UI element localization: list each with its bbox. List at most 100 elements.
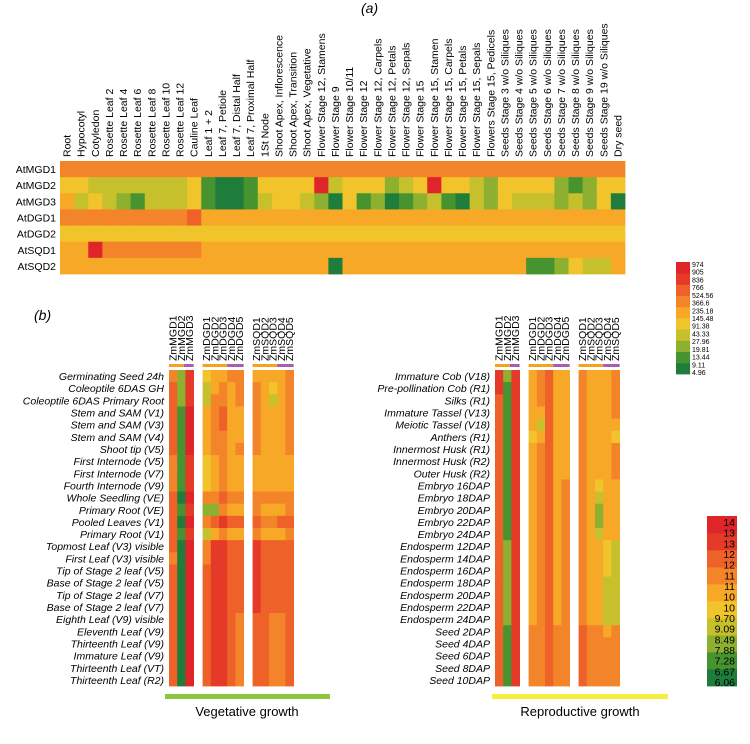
heat-cell xyxy=(269,600,278,614)
heat-cell xyxy=(314,193,329,210)
heat-cell xyxy=(497,193,513,210)
heat-cell xyxy=(536,552,546,565)
heat-cell xyxy=(511,661,520,675)
heat-cell xyxy=(561,637,570,650)
heat-cell xyxy=(441,209,456,226)
heat-cell xyxy=(210,382,220,395)
heat-cell xyxy=(495,503,504,517)
heat-cell xyxy=(169,406,178,420)
heat-cell xyxy=(185,673,194,687)
group-bar xyxy=(277,364,294,367)
heat-cell xyxy=(528,442,538,456)
heat-cell xyxy=(271,209,287,226)
heat-cell xyxy=(511,540,520,553)
heat-cell xyxy=(202,540,212,553)
heat-cell xyxy=(441,161,456,178)
heat-cell xyxy=(586,613,596,626)
heat-cell xyxy=(511,576,520,590)
heat-cell xyxy=(102,177,117,194)
heat-cell xyxy=(595,467,604,480)
row-label: Tip of Stage 2 leaf (V7) xyxy=(56,590,164,602)
heat-cell xyxy=(603,625,612,638)
heat-cell xyxy=(235,649,244,663)
heat-cell xyxy=(210,467,220,480)
heat-cell xyxy=(342,209,358,226)
heat-cell xyxy=(511,430,520,444)
heat-cell xyxy=(528,649,538,663)
row-label: Thirteenth Leaf (VT) xyxy=(70,663,164,675)
legend-swatch xyxy=(707,516,737,534)
heat-cell xyxy=(169,455,178,468)
heat-cell xyxy=(202,430,212,444)
heat-cell xyxy=(578,430,588,444)
row-label: Eighth Leaf (V9) visible xyxy=(56,614,164,626)
heat-cell xyxy=(611,564,620,578)
heat-cell xyxy=(235,564,244,578)
heat-cell xyxy=(158,241,174,259)
group-bar xyxy=(495,364,510,367)
heat-cell xyxy=(257,161,273,178)
heat-cell xyxy=(384,241,400,259)
heat-cell xyxy=(578,394,588,407)
heat-cell xyxy=(503,430,512,444)
heat-cell xyxy=(227,467,236,480)
heat-cell xyxy=(545,382,554,395)
heat-cell xyxy=(427,177,442,194)
heat-cell xyxy=(210,491,220,505)
heat-cell xyxy=(88,209,103,226)
heat-cell xyxy=(185,491,194,505)
heat-cell xyxy=(202,649,212,663)
heat-cell xyxy=(528,430,538,444)
heat-cell xyxy=(173,177,188,194)
heat-cell xyxy=(528,382,538,395)
heat-cell xyxy=(536,649,546,663)
heat-cell xyxy=(269,430,278,444)
heat-cell xyxy=(227,600,236,614)
heat-cell xyxy=(130,209,146,226)
heat-cell xyxy=(536,455,546,468)
heat-cell xyxy=(314,161,329,178)
heat-cell xyxy=(536,515,546,529)
heat-cell xyxy=(130,193,146,210)
heat-cell xyxy=(219,515,228,529)
heat-cell xyxy=(595,540,604,553)
legend-tick: 974 xyxy=(692,262,704,269)
heat-cell xyxy=(285,673,294,687)
column-label: Flower Stage 12, Petals xyxy=(386,46,398,157)
row-label: AtDGD1 xyxy=(17,213,56,225)
heat-cell xyxy=(185,649,194,663)
column-label: ZmDGD3 xyxy=(544,317,556,361)
heat-cell xyxy=(595,491,604,505)
heat-cell xyxy=(177,370,186,383)
heat-cell xyxy=(257,177,273,194)
heat-cell xyxy=(277,382,286,395)
heat-cell xyxy=(227,370,236,383)
heat-cell xyxy=(219,382,228,395)
column-label: Cauline Leaf xyxy=(189,98,201,157)
heat-cell xyxy=(177,613,186,626)
heat-cell xyxy=(227,637,236,650)
heat-cell xyxy=(540,209,555,226)
heat-cell xyxy=(243,225,259,243)
heat-cell xyxy=(215,241,230,259)
heat-cell xyxy=(227,613,236,626)
heat-cell xyxy=(586,467,596,480)
heat-cell xyxy=(497,209,513,226)
heat-cell xyxy=(235,467,244,480)
heat-cell xyxy=(260,661,270,675)
heat-cell xyxy=(210,515,220,529)
heat-cell xyxy=(528,491,538,505)
heat-cell xyxy=(554,225,569,243)
heat-cell xyxy=(384,193,400,210)
heat-cell xyxy=(578,382,588,395)
heat-cell xyxy=(229,225,245,243)
heat-cell xyxy=(277,661,286,675)
column-label: Flower Stage 15, Sepals xyxy=(471,43,483,157)
legend-swatch xyxy=(707,618,737,636)
heat-cell xyxy=(285,600,294,614)
heat-cell xyxy=(427,257,442,275)
heat-cell xyxy=(413,161,428,178)
heat-cell xyxy=(595,673,604,687)
heat-cell xyxy=(611,455,620,468)
heat-cell xyxy=(596,241,612,259)
